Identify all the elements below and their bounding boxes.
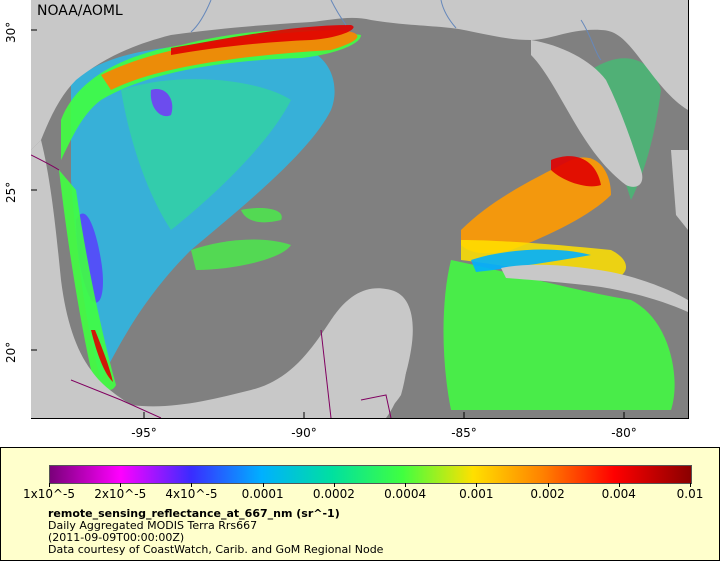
legend-credit: Data courtesy of CoastWatch, Carib. and … [48, 543, 384, 556]
central-patch-2 [241, 208, 282, 223]
colorbar-tick-mark [333, 483, 335, 487]
lon-tick-80: -80° [611, 426, 637, 440]
land-cuba [501, 264, 688, 312]
cuba-south-swath [443, 260, 675, 410]
legend-date: (2011-09-09T00:00:00Z) [48, 531, 185, 544]
river-1 [330, 0, 347, 26]
north-coast-red [171, 25, 354, 55]
colorbar-tick-label: 0.004 [601, 487, 636, 501]
north-coast-orange [101, 30, 358, 90]
land-us-coast [31, 0, 688, 150]
lat-tick-25: 25° [4, 181, 18, 203]
colorbar-tick-mark [120, 483, 122, 487]
colorbar-tick-mark [262, 483, 264, 487]
land-mexico [31, 140, 408, 418]
colorbar-tick-label: 0.01 [676, 487, 704, 501]
reflectance-map [31, 0, 688, 418]
land-florida [531, 40, 643, 187]
border-us-mexico [31, 154, 60, 171]
florida-red [551, 156, 601, 187]
border-guatemala [360, 394, 392, 418]
colorbar-tick-mark [476, 483, 478, 487]
land-yucatan [321, 288, 413, 418]
border-mexico-state [70, 379, 162, 418]
colorbar-tick-label: 4x10^-5 [165, 487, 218, 501]
credit-label: NOAA/AOML [37, 3, 123, 19]
colorbar-tick-mark [191, 483, 193, 487]
colorbar-tick-mark [618, 483, 620, 487]
lon-tick-85: -85° [451, 426, 477, 440]
colorbar-tick-label: 0.001 [459, 487, 494, 501]
colorbar-tick-label: 2x10^-5 [94, 487, 147, 501]
river-2 [440, 0, 457, 29]
west-gulf-swath-green [121, 79, 291, 230]
lon-tick-95: -95° [131, 426, 157, 440]
west-coast-red [91, 330, 113, 382]
lon-tick-90: -90° [291, 426, 317, 440]
land-bahamas [671, 150, 688, 230]
west-gulf-purple-north [150, 89, 173, 117]
map-panel[interactable]: NOAA/AOML [31, 0, 689, 419]
border-yucatan [320, 329, 332, 418]
lat-tick-20: 20° [4, 341, 18, 363]
colorbar-tick-label: 1x10^-5 [22, 487, 76, 501]
colorbar-tick-mark [49, 483, 50, 487]
colorbar-tick-label: 0.0004 [384, 487, 427, 501]
river-3 [190, 0, 212, 33]
colorbar-tick-mark [405, 483, 407, 487]
legend-title: remote_sensing_reflectance_at_667_nm (sr… [48, 507, 340, 520]
colorbar-tick-mark [690, 483, 691, 487]
legend-dataset: Daily Aggregated MODIS Terra Rrs667 [48, 519, 258, 532]
colorbar-tick-label: 0.0002 [312, 487, 355, 501]
colorbar-tick-label: 0.0001 [241, 487, 284, 501]
cuba-north-blue [471, 249, 591, 272]
colorbar [49, 465, 692, 484]
river-4 [580, 19, 602, 61]
colorbar-tick-label: 0.002 [530, 487, 565, 501]
central-patch-1 [191, 239, 291, 270]
colorbar-tick-mark [547, 483, 549, 487]
lat-tick-30: 30° [4, 21, 18, 43]
west-coast-strip [59, 170, 116, 390]
legend-panel: 1x10^-5 2x10^-5 4x10^-5 0.0001 0.0002 0.0004 0… [0, 447, 720, 561]
